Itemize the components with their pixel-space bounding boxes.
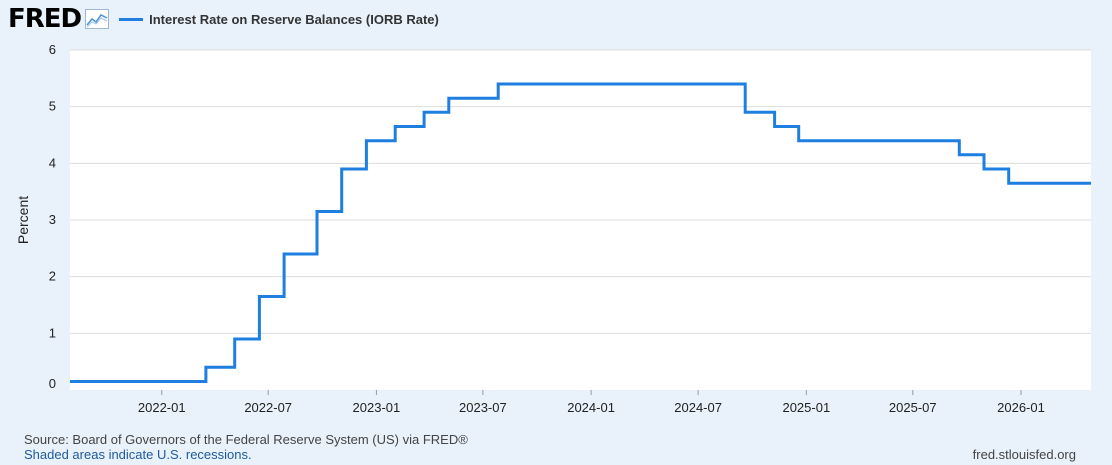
site-url[interactable]: fred.stlouisfed.org <box>972 447 1076 462</box>
y-tick-label: 6 <box>49 42 56 57</box>
x-tick-label: 2022-01 <box>138 400 186 415</box>
x-tick-label: 2024-07 <box>674 400 722 415</box>
chart-legend: Interest Rate on Reserve Balances (IORB … <box>119 12 439 27</box>
legend-label: Interest Rate on Reserve Balances (IORB … <box>149 11 439 27</box>
x-tick-label: 2026-01 <box>997 400 1045 415</box>
x-tick-label: 2023-07 <box>459 400 507 415</box>
x-tick-label: 2024-01 <box>567 400 615 415</box>
footer-left: Source: Board of Governors of the Federa… <box>24 432 468 462</box>
x-tick-label: 2025-01 <box>782 400 830 415</box>
line-graph-icon <box>85 9 110 29</box>
y-tick-label: 3 <box>49 212 56 227</box>
recessions-note: Shaded areas indicate U.S. recessions. <box>24 447 252 462</box>
series-line-iorb <box>70 82 1091 383</box>
y-axis-label: Percent <box>15 196 31 244</box>
source-text: Source: Board of Governors of the Federa… <box>24 432 468 447</box>
y-tick-label: 0 <box>49 376 56 391</box>
grid-lines <box>70 49 1091 334</box>
x-tick-label: 2025-07 <box>889 400 937 415</box>
legend-swatch <box>119 17 144 21</box>
y-tick-label: 1 <box>49 325 56 340</box>
y-tick-label: 2 <box>49 269 56 284</box>
x-tick-label: 2022-07 <box>244 400 292 415</box>
x-tick-label: 2023-01 <box>353 400 401 415</box>
fred-logo[interactable]: FRED <box>8 4 82 34</box>
chart-header: FRED Interest Rate on Reserve Balances (… <box>8 4 439 34</box>
y-tick-label: 5 <box>49 99 56 114</box>
y-tick-label: 4 <box>49 155 56 170</box>
x-axis: 2022-01 2022-07 2023-01 2023-07 2024-01 2024-… <box>138 390 1045 415</box>
y-axis: 0 1 2 3 4 5 6 <box>49 42 56 391</box>
